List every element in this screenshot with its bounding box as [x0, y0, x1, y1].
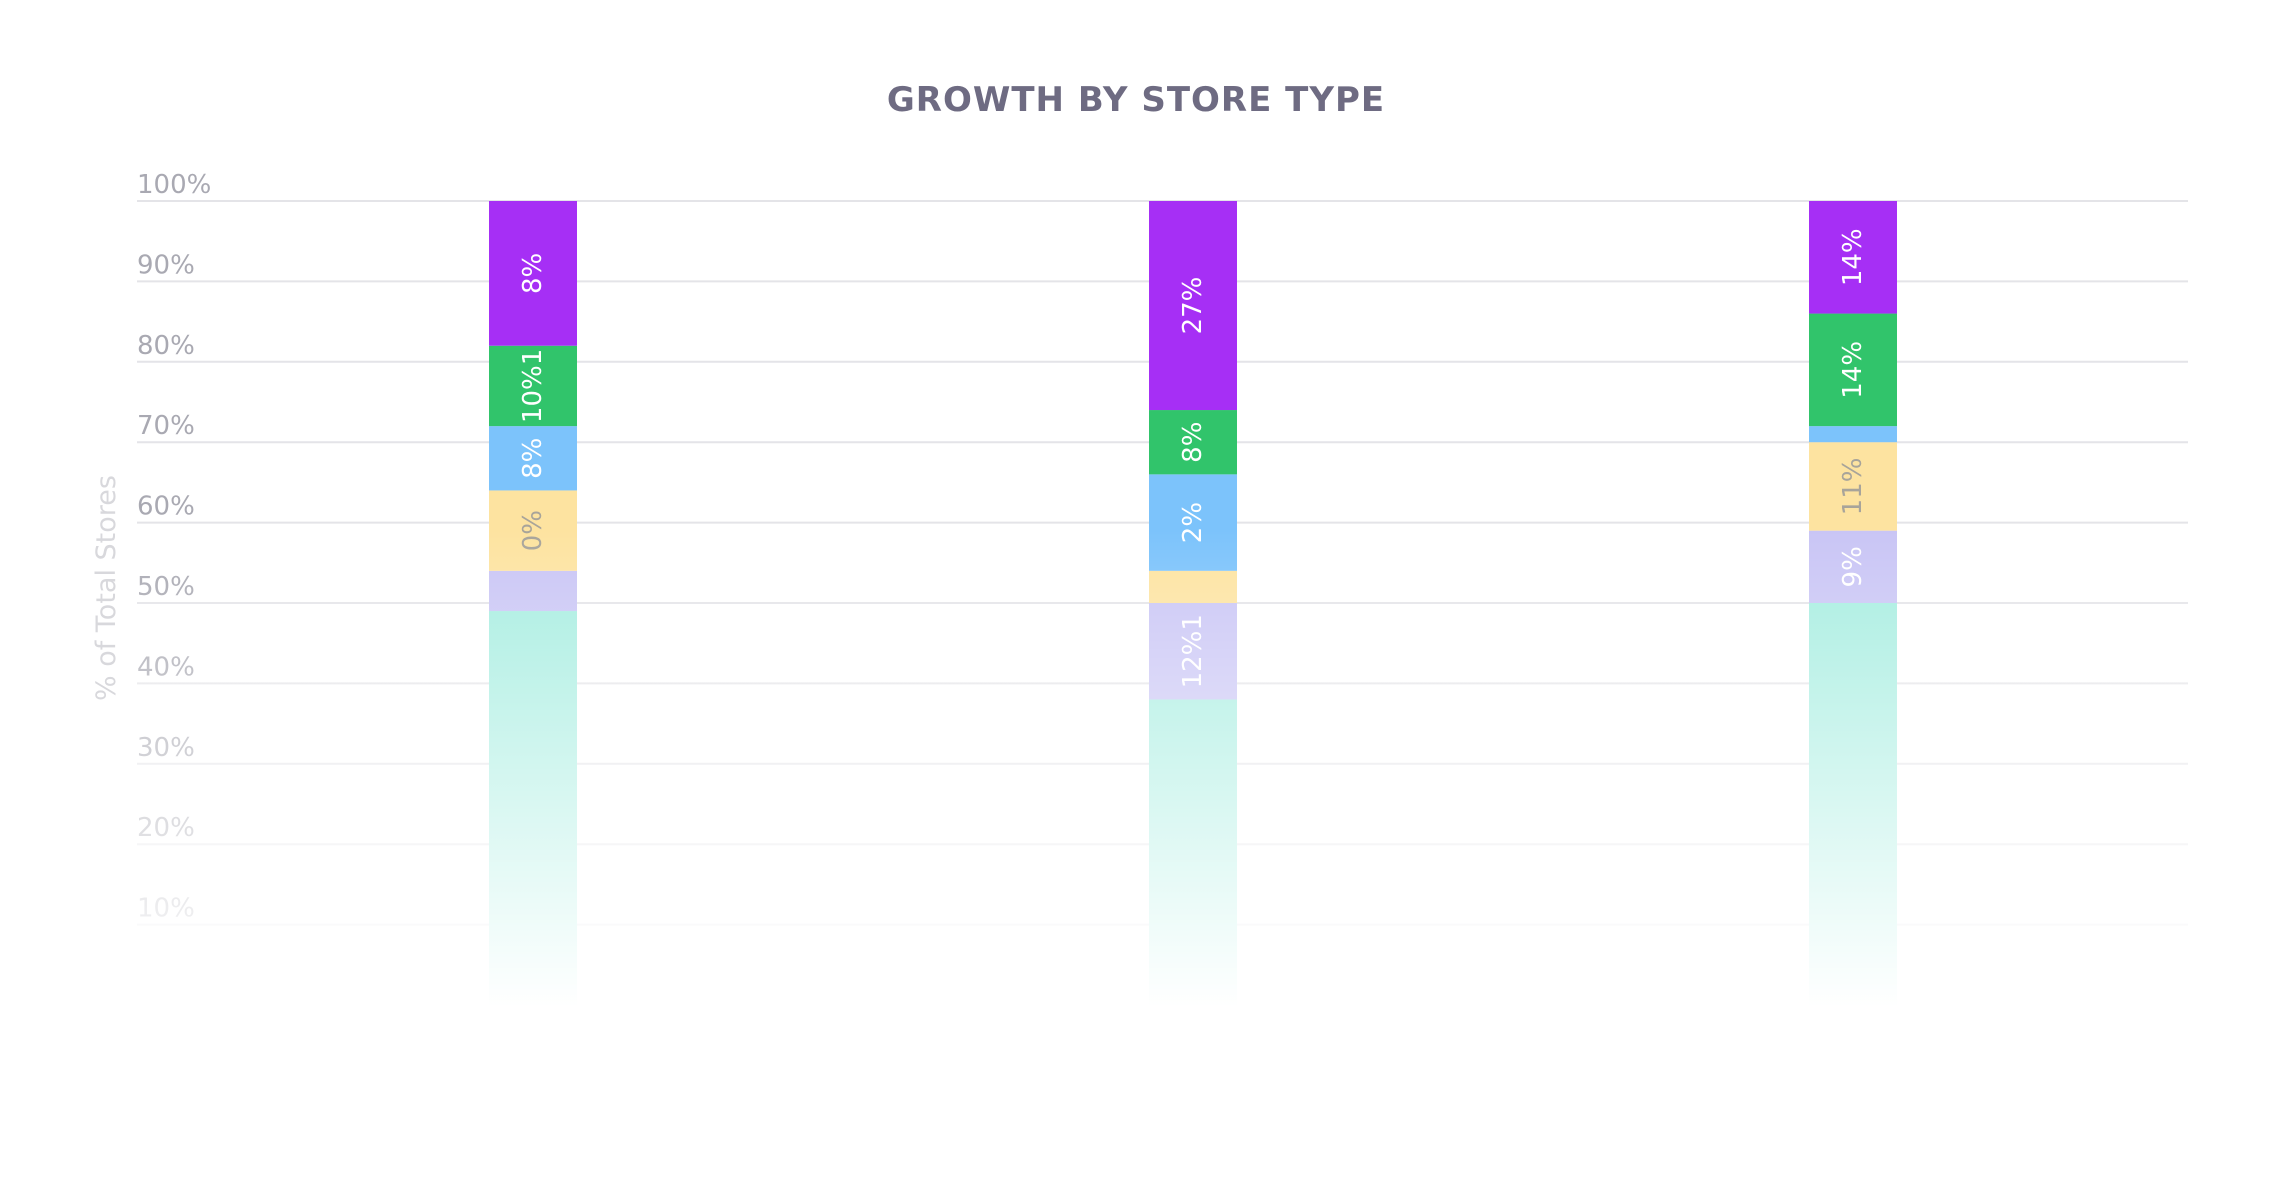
- chart-title: GROWTH BY STORE TYPE: [886, 80, 1386, 120]
- y-axis-label: % of Total Stores: [91, 475, 122, 701]
- fade-overlay: [60, 138, 2220, 1008]
